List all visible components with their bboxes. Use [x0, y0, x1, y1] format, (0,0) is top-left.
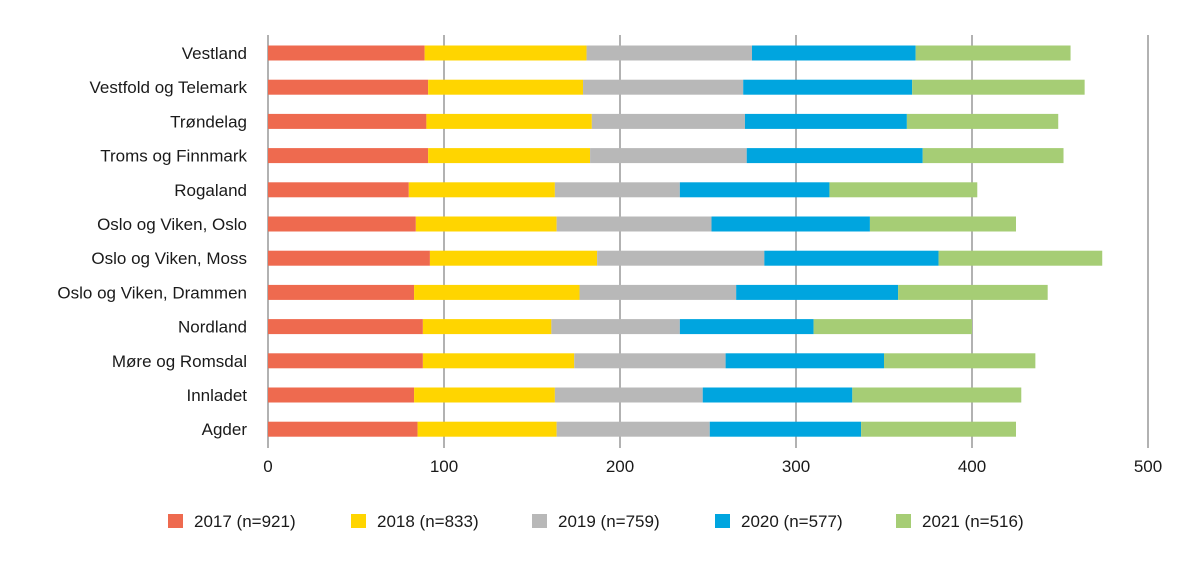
category-label: Vestfold og Telemark: [90, 78, 248, 97]
category-label: Vestland: [182, 44, 247, 63]
x-tick-label: 0: [263, 457, 272, 476]
bar-segment-series-3: [725, 353, 884, 369]
bar-segment-series-3: [679, 182, 830, 198]
bar-segment-series-0: [268, 421, 418, 437]
bar-segment-series-0: [268, 284, 415, 300]
bar-segment-series-2: [583, 79, 744, 95]
legend-label: 2021 (n=516): [922, 512, 1024, 531]
bar-segment-series-0: [268, 319, 423, 335]
bar-segment-series-2: [590, 148, 747, 164]
legend-label: 2017 (n=921): [194, 512, 296, 531]
bar-segment-series-0: [268, 182, 409, 198]
bar-segment-series-4: [861, 421, 1016, 437]
bar-segment-series-1: [414, 284, 580, 300]
bar-segment-series-2: [591, 113, 745, 129]
bar-segment-series-2: [586, 45, 752, 61]
bar-segment-series-2: [554, 182, 680, 198]
category-label: Agder: [202, 420, 248, 439]
category-label: Rogaland: [174, 181, 247, 200]
legend-label: 2018 (n=833): [377, 512, 479, 531]
bar-segment-series-3: [743, 79, 913, 95]
bar-segment-series-4: [884, 353, 1036, 369]
bar-segment-series-1: [428, 148, 591, 164]
bar-segment-series-4: [829, 182, 978, 198]
category-label: Innladet: [187, 386, 248, 405]
category-label: Oslo og Viken, Moss: [91, 249, 247, 268]
x-tick-label: 100: [430, 457, 458, 476]
bar-segment-series-1: [426, 113, 592, 129]
legend-swatch: [351, 514, 366, 528]
category-label: Oslo og Viken, Oslo: [97, 215, 247, 234]
bar-segment-series-4: [906, 113, 1059, 129]
bar-segment-series-1: [415, 216, 557, 232]
bar-segment-series-2: [551, 319, 680, 335]
bar-segment-series-1: [429, 250, 598, 266]
bar-segment-series-3: [744, 113, 907, 129]
bar-segment-series-3: [679, 319, 814, 335]
legend-label: 2019 (n=759): [558, 512, 660, 531]
category-label: Møre og Romsdal: [112, 352, 247, 371]
bar-segment-series-3: [746, 148, 923, 164]
bar-segment-series-4: [852, 387, 1022, 403]
bar-segment-series-0: [268, 353, 423, 369]
bar-segment-series-4: [922, 148, 1064, 164]
bar-segment-series-2: [554, 387, 703, 403]
category-label: Trøndelag: [170, 112, 247, 131]
x-tick-label: 400: [958, 457, 986, 476]
bar-segment-series-3: [764, 250, 939, 266]
bar-segment-series-1: [428, 79, 584, 95]
bar-segment-series-1: [424, 45, 587, 61]
legend-swatch: [532, 514, 547, 528]
grid: [267, 35, 1149, 448]
bar-segment-series-0: [268, 79, 429, 95]
bar-segment-series-0: [268, 250, 430, 266]
bars: [268, 45, 1103, 437]
bar-segment-series-4: [869, 216, 1016, 232]
bar-segment-series-0: [268, 148, 429, 164]
bar-segment-series-4: [898, 284, 1048, 300]
bar-segment-series-2: [556, 421, 710, 437]
category-label: Oslo og Viken, Drammen: [57, 283, 247, 302]
bar-segment-series-0: [268, 113, 427, 129]
bar-segment-series-0: [268, 45, 425, 61]
bar-segment-series-4: [938, 250, 1103, 266]
legend-swatch: [896, 514, 911, 528]
bar-segment-series-1: [408, 182, 555, 198]
bar-segment-series-0: [268, 387, 415, 403]
bar-segment-series-4: [915, 45, 1071, 61]
bar-segment-series-2: [597, 250, 765, 266]
bar-segment-series-1: [422, 353, 575, 369]
legend-swatch: [715, 514, 730, 528]
x-tick-label: 500: [1134, 457, 1162, 476]
bar-segment-series-2: [556, 216, 712, 232]
bar-segment-series-3: [736, 284, 899, 300]
category-labels: Vestland Vestfold og Telemark Trøndelag Tro…: [57, 44, 247, 439]
bar-segment-series-3: [702, 387, 853, 403]
bar-segment-series-3: [711, 216, 870, 232]
bar-segment-series-3: [709, 421, 862, 437]
bar-segment-series-2: [579, 284, 737, 300]
legend: 2017 (n=921) 2018 (n=833) 2019 (n=759) 2020…: [168, 512, 1024, 531]
bar-segment-series-0: [268, 216, 416, 232]
category-label: Troms og Finnmark: [100, 147, 247, 166]
bar-segment-series-4: [813, 319, 972, 335]
bar-segment-series-1: [414, 387, 555, 403]
x-tick-label: 300: [782, 457, 810, 476]
bar-segment-series-3: [752, 45, 916, 61]
legend-swatch: [168, 514, 183, 528]
bar-segment-series-2: [574, 353, 726, 369]
bar-segment-series-1: [422, 319, 552, 335]
bar-segment-series-4: [912, 79, 1085, 95]
x-tick-label: 200: [606, 457, 634, 476]
legend-label: 2020 (n=577): [741, 512, 843, 531]
bar-segment-series-1: [417, 421, 557, 437]
x-axis-ticks: 0 100 200 300 400 500: [263, 457, 1162, 476]
category-label: Nordland: [178, 318, 247, 337]
